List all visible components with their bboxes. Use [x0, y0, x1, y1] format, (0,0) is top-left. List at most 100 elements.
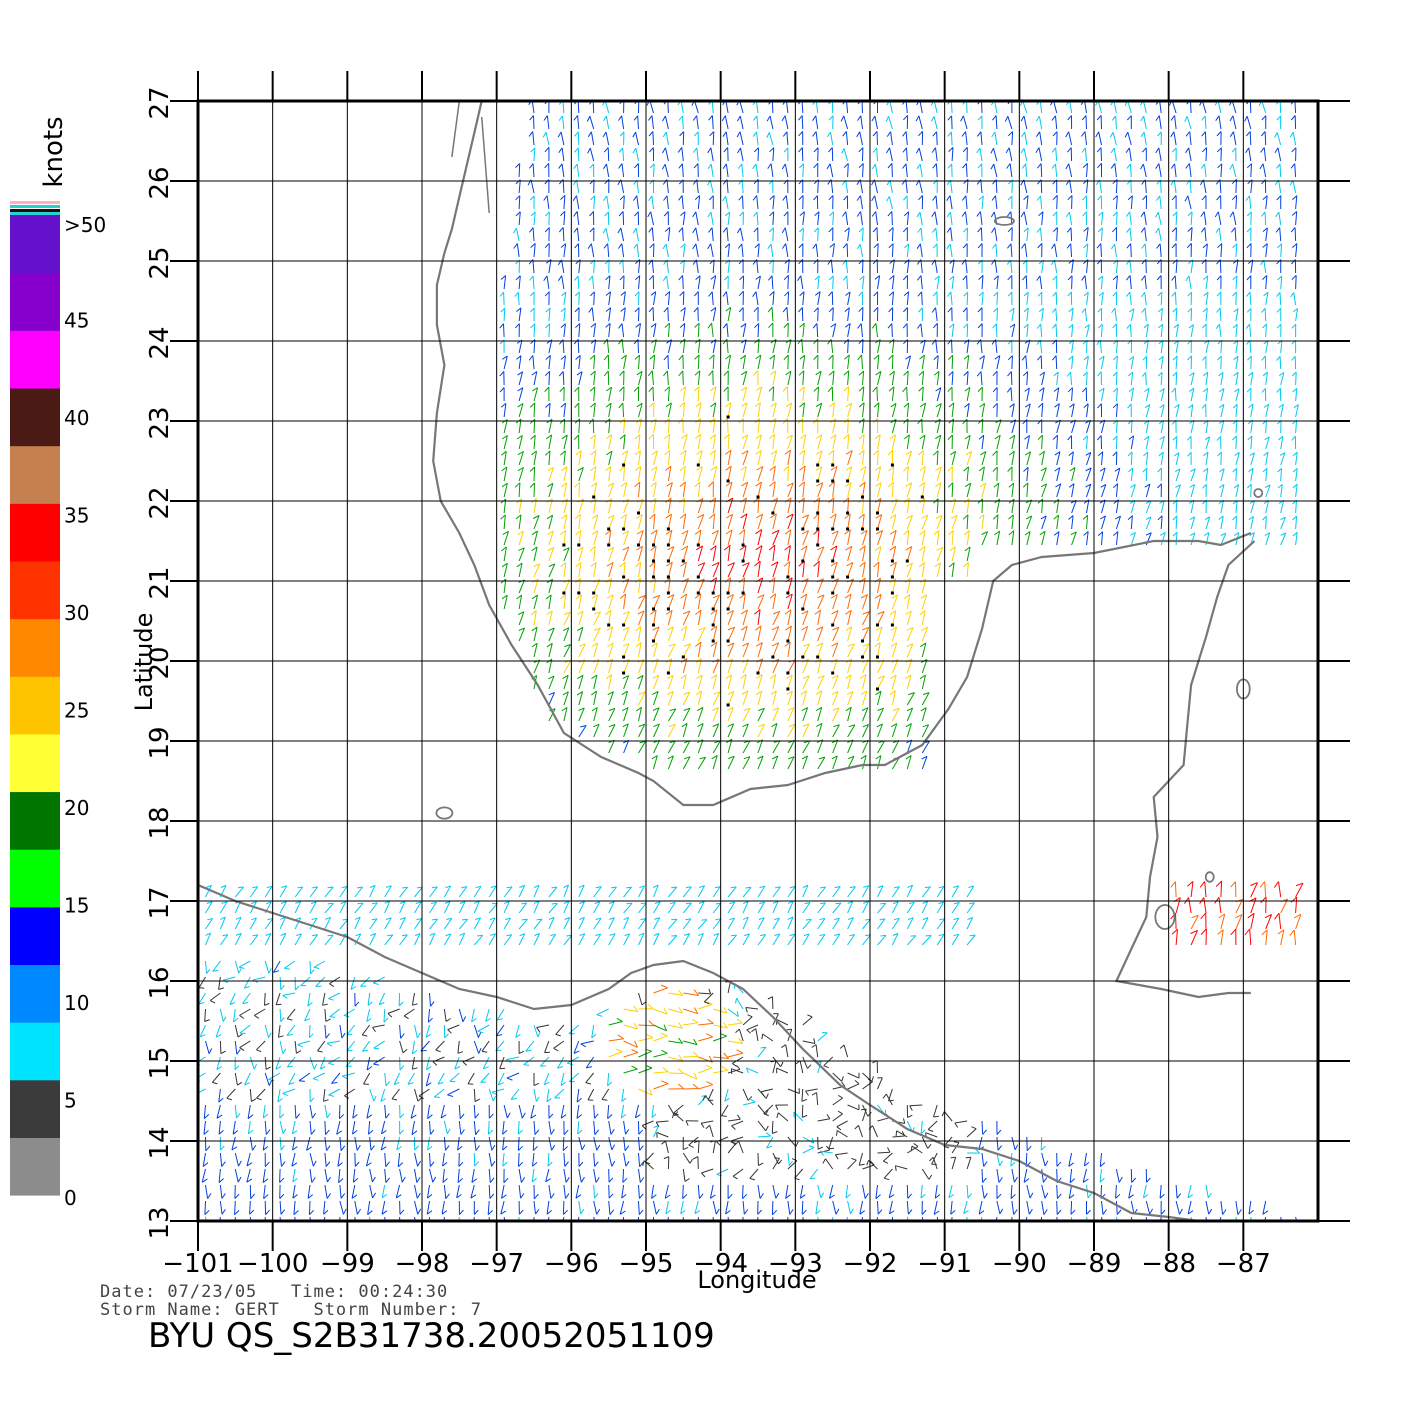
wind-vector — [204, 1105, 205, 1119]
wind-vector — [1146, 372, 1147, 385]
wind-vector — [404, 1009, 414, 1016]
rain-flag — [831, 480, 834, 483]
wind-vector — [1116, 1201, 1117, 1215]
wind-barb — [993, 451, 998, 456]
wind-vector — [579, 482, 580, 497]
wind-vector — [878, 919, 885, 929]
rain-flag — [622, 624, 625, 627]
wind-vector — [846, 260, 848, 273]
wind-barb — [717, 1142, 721, 1146]
wind-barb — [746, 1008, 748, 1013]
wind-vector — [758, 1047, 766, 1057]
wind-vector — [803, 1041, 815, 1044]
wind-barb — [475, 1099, 480, 1102]
wind-barb — [581, 1044, 586, 1047]
wind-barb — [1261, 897, 1266, 903]
rain-flag — [652, 544, 655, 547]
wind-barb — [1082, 308, 1085, 312]
wind-vector — [325, 1025, 326, 1038]
wind-vector — [1116, 276, 1117, 289]
wind-vector — [731, 1069, 743, 1073]
wind-vector — [743, 1017, 752, 1025]
wind-vector — [833, 918, 840, 929]
rain-flag — [861, 656, 864, 659]
wind-vector — [773, 887, 781, 897]
wind-vector — [1055, 244, 1057, 257]
wind-vector — [284, 961, 295, 968]
rain-flag — [667, 560, 670, 563]
wind-vector — [683, 1057, 698, 1058]
wind-vector — [609, 467, 611, 482]
wind-vector — [1011, 1185, 1012, 1199]
wind-vector — [1221, 340, 1222, 353]
wind-vector — [564, 451, 565, 465]
wind-barb — [875, 1227, 880, 1231]
wind-barb — [500, 340, 504, 344]
wind-vector — [608, 244, 609, 257]
wind-barb — [1252, 1226, 1256, 1231]
wind-vector — [517, 244, 519, 258]
wind-barb — [575, 308, 579, 312]
wind-vector — [1250, 292, 1251, 305]
rain-flag — [816, 544, 819, 547]
wind-vector — [848, 498, 849, 513]
wind-barb — [772, 1226, 776, 1230]
rain-flag — [757, 496, 760, 499]
wind-vector — [801, 276, 803, 289]
wind-vector — [848, 355, 850, 369]
wind-barb — [701, 920, 706, 921]
wind-vector — [1175, 292, 1176, 305]
wind-vector — [526, 1041, 534, 1051]
wind-vector — [1041, 324, 1042, 337]
wind-vector — [995, 1217, 997, 1230]
wind-vector — [430, 919, 438, 929]
wind-barb — [460, 1114, 464, 1119]
wind-barb — [1283, 1225, 1286, 1230]
wind-vector — [847, 276, 848, 289]
wind-vector — [563, 1201, 564, 1215]
wind-vector — [772, 1201, 773, 1215]
wind-vector — [1116, 356, 1117, 369]
wind-barb — [1202, 356, 1206, 360]
wind-vector — [533, 1137, 534, 1151]
wind-barb — [575, 387, 579, 392]
wind-barb — [979, 1227, 984, 1230]
wind-barb — [1097, 260, 1101, 264]
wind-vector — [1131, 420, 1132, 433]
wind-vector — [239, 961, 250, 967]
wind-barb — [1045, 1161, 1048, 1166]
wind-barb — [737, 1019, 743, 1023]
wind-vector — [967, 467, 968, 481]
wind-barb — [663, 276, 666, 281]
wind-barb — [388, 1013, 392, 1017]
wind-vector — [322, 1217, 325, 1230]
wind-vector — [1206, 308, 1207, 321]
wind-barb — [977, 372, 981, 377]
wind-vector — [1072, 276, 1073, 289]
wind-barb — [723, 323, 727, 328]
wind-barb — [1053, 292, 1057, 296]
wind-barb — [873, 387, 877, 392]
wind-vector — [547, 1201, 549, 1214]
wind-vector — [806, 1089, 818, 1091]
wind-barb — [1148, 1226, 1152, 1231]
rain-flag — [622, 576, 625, 579]
wind-barb — [551, 1129, 554, 1134]
wind-vector — [921, 1185, 922, 1198]
wind-vector — [415, 1153, 418, 1166]
wind-barb — [1172, 292, 1176, 296]
wind-vector — [518, 1137, 519, 1151]
wind-vector — [698, 387, 699, 401]
legend-band — [10, 907, 60, 965]
rain-flag — [876, 656, 879, 659]
wind-vector — [683, 1089, 698, 1090]
wind-barb — [448, 1030, 452, 1034]
wind-barb — [737, 1065, 741, 1069]
wind-vector — [504, 918, 510, 929]
wind-vector — [199, 977, 205, 988]
wind-barb — [606, 1227, 611, 1231]
wind-vector — [1279, 913, 1281, 929]
wind-barb — [690, 1159, 693, 1163]
wind-barb — [995, 1227, 1000, 1231]
wind-vector — [743, 1102, 755, 1105]
